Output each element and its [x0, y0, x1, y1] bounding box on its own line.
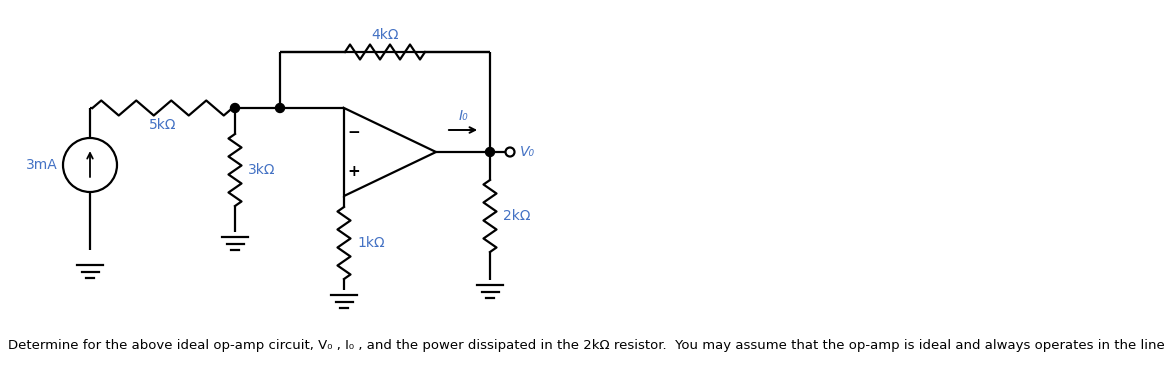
Text: +: + [348, 164, 361, 179]
Text: 5kΩ: 5kΩ [149, 118, 176, 132]
Text: 2kΩ: 2kΩ [503, 209, 531, 223]
Circle shape [276, 104, 284, 112]
Text: 4kΩ: 4kΩ [371, 28, 399, 42]
Text: 3kΩ: 3kΩ [248, 163, 276, 177]
Text: −: − [348, 125, 361, 140]
Circle shape [485, 148, 495, 157]
Text: 3mA: 3mA [27, 158, 58, 172]
Circle shape [230, 104, 240, 112]
Text: 1kΩ: 1kΩ [357, 236, 384, 250]
Text: Determine for the above ideal op-amp circuit, V₀ , I₀ , and the power dissipated: Determine for the above ideal op-amp cir… [8, 339, 1164, 352]
Text: I₀: I₀ [459, 109, 468, 123]
Text: V₀: V₀ [520, 145, 535, 159]
